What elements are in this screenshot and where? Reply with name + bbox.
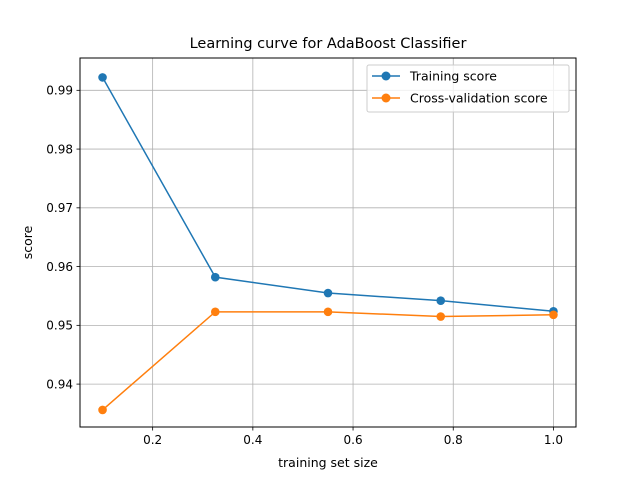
cross-validation-score-point	[210, 307, 220, 317]
cross-validation-score-point	[436, 312, 446, 321]
y-tick-label: 0.96	[46, 260, 73, 274]
cross-validation-score-point	[323, 307, 333, 317]
y-tick-label: 0.95	[46, 319, 73, 333]
x-tick-label: 0.6	[344, 433, 363, 447]
chart-title: Learning curve for AdaBoost Classifier	[190, 36, 467, 52]
tick-layer: 0.2 0.4 0.6 0.8 1.0 0.94 0.95 0.96 0.97 0.98 0.99	[46, 84, 563, 447]
x-tick-label: 0.4	[243, 433, 262, 447]
training-score-point	[210, 272, 220, 282]
y-tick-label: 0.98	[46, 142, 73, 156]
y-tick-label: 0.97	[46, 201, 73, 215]
training-score-point	[436, 296, 446, 305]
cross-validation-score-point	[549, 310, 558, 320]
x-tick-label: 1.0	[544, 433, 563, 447]
legend-label-training: Training score	[409, 69, 497, 84]
legend-marker-training	[381, 71, 391, 81]
legend: Training score Cross-validation score	[366, 64, 570, 113]
training-score-point	[323, 288, 333, 298]
legend-box	[366, 64, 570, 113]
y-axis-label: score	[20, 225, 35, 259]
plot-frame	[79, 57, 577, 428]
x-tick-label: 0.2	[143, 433, 162, 447]
cross-validation-score-point	[98, 405, 107, 415]
training-score-point	[98, 73, 107, 82]
y-tick-label: 0.99	[46, 84, 73, 98]
legend-label-cross-validation: Cross-validation score	[410, 91, 548, 106]
x-tick-label: 0.8	[444, 433, 463, 447]
x-axis-label: training set size	[278, 455, 378, 470]
legend-marker-cross-validation	[381, 93, 391, 103]
y-tick-label: 0.94	[46, 377, 73, 391]
series-layer	[98, 73, 558, 415]
